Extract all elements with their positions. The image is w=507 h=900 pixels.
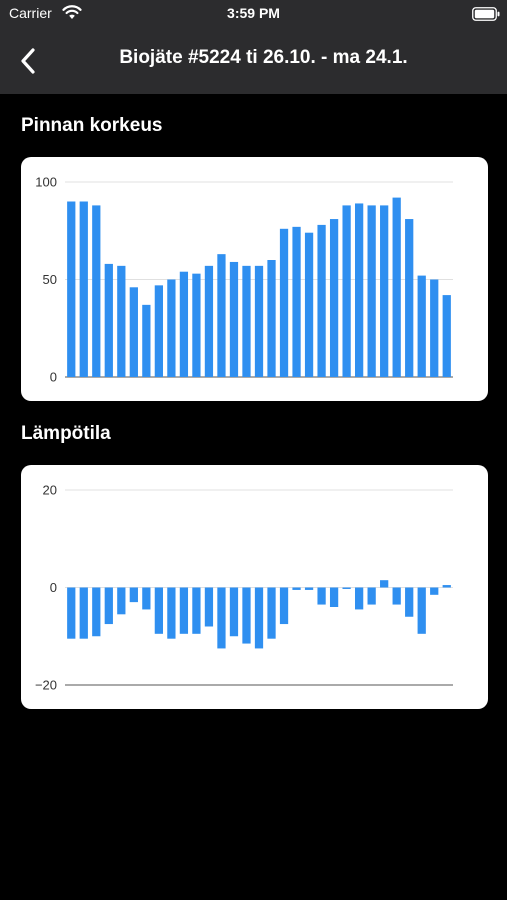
chevron-left-icon: [21, 48, 35, 74]
y-tick-label: −20: [35, 678, 57, 693]
surface-height-bar: [92, 205, 101, 377]
surface-height-bar: [342, 205, 351, 377]
temperature-bar: [67, 587, 76, 639]
surface-height-bar: [405, 219, 414, 377]
surface-height-bar: [204, 265, 214, 377]
surface-height-bar: [417, 275, 426, 377]
surface-height-bar: [179, 271, 189, 377]
carrier-label: Carrier: [9, 5, 52, 21]
surface-height-bar: [104, 263, 113, 377]
surface-height-bar: [304, 232, 314, 377]
temperature-bar: [367, 587, 376, 605]
temperature-bar: [417, 587, 426, 634]
surface-height-bar: [392, 197, 401, 377]
surface-height-bar: [167, 279, 176, 377]
surface-height-bar: [367, 205, 376, 377]
temperature-bar: [292, 587, 301, 590]
temperature-bar: [129, 587, 138, 603]
battery-icon: [472, 7, 500, 26]
surface-height-bar: [380, 205, 389, 377]
temperature-bar: [392, 587, 401, 605]
clock-time: 3:59 PM: [227, 5, 280, 21]
surface-height-bar: [129, 287, 138, 377]
surface-height-bar: [292, 226, 301, 377]
temperature-bar: [229, 587, 239, 637]
surface-height-bar: [79, 201, 88, 377]
surface-height-bar: [142, 304, 151, 377]
temperature-bar: [204, 587, 214, 627]
temperature-bar: [92, 587, 101, 637]
temperature-bar: [167, 587, 176, 639]
temperature-bar: [304, 587, 314, 590]
temperature-bar: [380, 580, 389, 588]
section-title-surface-height: Pinnan korkeus: [21, 115, 163, 136]
temperature-bar: [217, 587, 226, 649]
y-tick-label: 0: [50, 370, 57, 385]
surface-height-bar: [267, 260, 276, 377]
temperature-bar: [430, 587, 439, 595]
temperature-bar: [142, 587, 151, 610]
temperature-chart-card: −20 0 20: [21, 465, 488, 709]
status-bar: Carrier 3:59 PM: [0, 0, 507, 28]
back-button[interactable]: [14, 44, 44, 78]
surface-height-chart-card: 0 50 100: [21, 157, 488, 401]
y-tick-label: 100: [35, 175, 57, 190]
surface-height-bar: [242, 265, 251, 377]
y-tick-label: 50: [43, 272, 57, 287]
surface-height-bar: [442, 295, 451, 377]
temperature-bar: [329, 587, 339, 607]
surface-height-bar: [67, 201, 76, 377]
temperature-bar: [254, 587, 264, 649]
surface-height-bar: [192, 273, 201, 377]
surface-height-bar: [317, 224, 326, 377]
temperature-chart: −20 0 20: [35, 483, 453, 693]
y-tick-label: 0: [50, 580, 57, 595]
surface-height-bar: [117, 265, 126, 377]
surface-height-bar: [217, 254, 226, 377]
temperature-bar: [242, 587, 251, 644]
temperature-bar: [354, 587, 364, 610]
temperature-bar: [442, 585, 451, 588]
temperature-bar: [79, 587, 88, 639]
y-tick-label: 20: [43, 483, 57, 498]
temperature-bar: [117, 587, 126, 615]
temperature-bar: [279, 587, 289, 625]
temperature-bar: [405, 587, 414, 617]
temperature-bar: [342, 587, 351, 589]
page-title: Biojäte #5224 ti 26.10. - ma 24.1.: [119, 47, 408, 68]
temperature-bar: [317, 587, 326, 605]
temperature-bar: [104, 587, 113, 625]
surface-height-bar: [229, 261, 239, 377]
surface-height-bar: [329, 219, 339, 377]
temperature-bar: [179, 587, 189, 634]
surface-height-chart: 0 50 100: [35, 175, 453, 385]
navigation-bar: Biojäte #5224 ti 26.10. - ma 24.1.: [0, 28, 507, 94]
temperature-bar: [267, 587, 276, 639]
wifi-icon: [62, 5, 82, 25]
surface-height-bar: [354, 203, 364, 377]
temperature-bar: [192, 587, 201, 634]
surface-height-bar: [154, 285, 164, 377]
surface-height-bar: [254, 265, 264, 377]
surface-height-bar: [279, 228, 289, 377]
temperature-bar: [154, 587, 164, 634]
surface-height-bar: [430, 279, 439, 377]
section-title-temperature: Lämpötila: [21, 423, 111, 444]
